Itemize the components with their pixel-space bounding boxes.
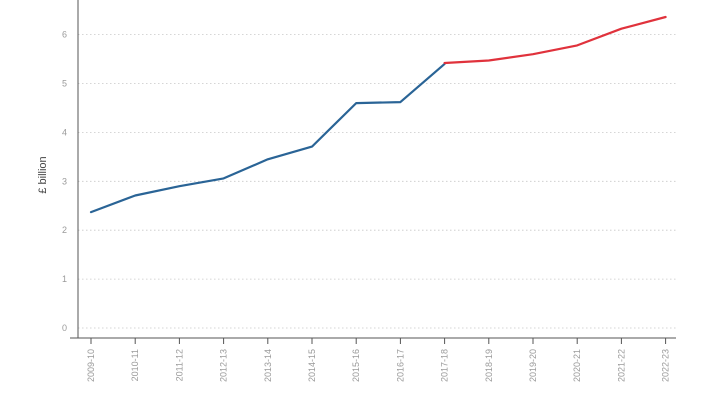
x-tick-label: 2018-19 [484, 349, 494, 382]
series-layer [89, 15, 667, 214]
label-layer: 0 1 2 3 4 5 6 2009-10 2010-11 2011-12 2012-13 2013-… [62, 30, 671, 382]
x-tick-label: 2011-12 [174, 349, 184, 381]
y-tick-label: 5 [62, 79, 67, 89]
x-tick-label: 2012-13 [219, 349, 229, 382]
series-line-1 [443, 15, 667, 65]
x-tick-label: 2015-16 [351, 349, 361, 382]
y-tick-label: 2 [62, 225, 67, 235]
y-tick-label: 0 [62, 323, 67, 333]
y-tick-label: 1 [62, 274, 67, 284]
y-tick-label: 3 [62, 176, 67, 186]
axis-layer [70, 0, 676, 344]
grid-layer [78, 34, 676, 329]
y-tick-label: 4 [62, 127, 67, 137]
x-tick-label: 2016-17 [395, 349, 405, 382]
x-tick-label: 2009-10 [86, 349, 96, 382]
x-tick-label: 2017-18 [440, 349, 450, 382]
y-tick-label: 6 [62, 30, 67, 40]
x-tick-label: 2014-15 [307, 349, 317, 382]
x-tick-label: 2022-23 [661, 349, 671, 382]
y-axis-title: £ billion [37, 156, 49, 193]
x-tick-label: 2010-11 [130, 349, 140, 381]
series-line-0 [89, 62, 446, 214]
x-tick-label: 2019-20 [528, 349, 538, 382]
x-tick-label: 2020-21 [572, 349, 582, 382]
x-tick-label: 2021-22 [616, 349, 626, 382]
x-tick-label: 2013-14 [263, 349, 273, 382]
